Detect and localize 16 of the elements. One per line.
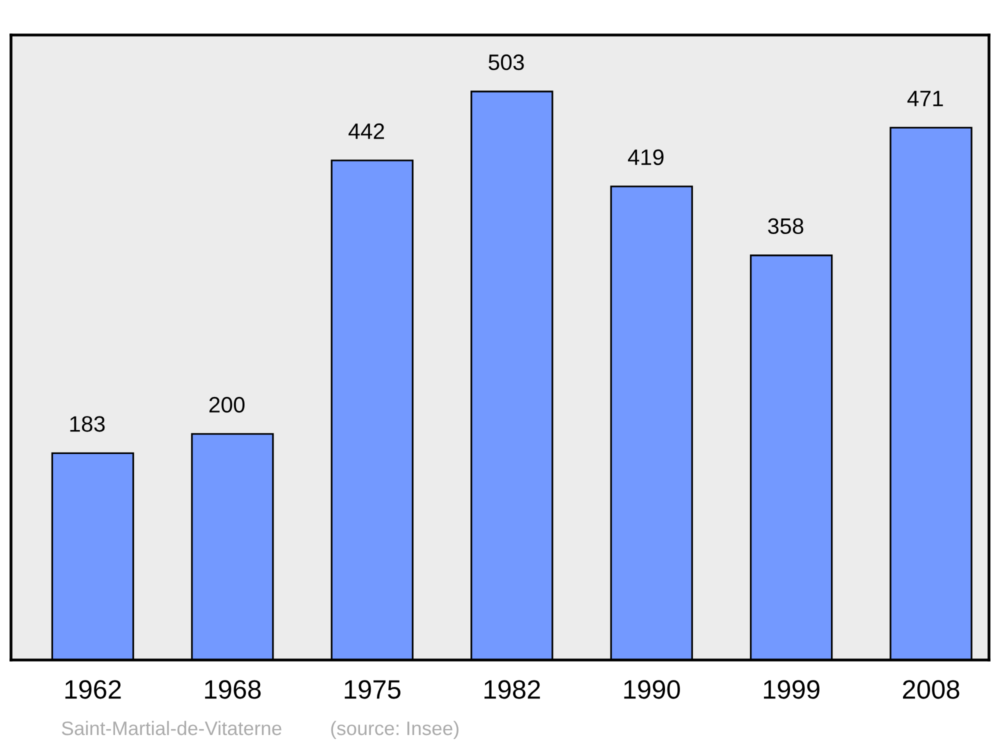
x-tick-label: 1999	[764, 680, 820, 699]
data-label: 358	[768, 218, 804, 234]
x-tick-label: 1990	[624, 680, 680, 699]
data-label: 200	[209, 396, 245, 413]
data-label: 442	[348, 123, 384, 139]
text: (source: Insee)	[331, 720, 458, 740]
x-tick-label: 1968	[205, 680, 261, 699]
data-label: 183	[70, 416, 105, 432]
x-tick-label: 1962	[65, 680, 121, 699]
x-tick-label: 1982	[484, 680, 540, 699]
data-label: 471	[907, 90, 943, 106]
data-label: 503	[488, 54, 524, 70]
x-tick-label: 1975	[344, 680, 400, 699]
data-label: 419	[628, 149, 664, 166]
text: Saint-Martial-de-Vitaterne	[62, 720, 282, 736]
x-tick-label: 2008	[902, 680, 960, 699]
